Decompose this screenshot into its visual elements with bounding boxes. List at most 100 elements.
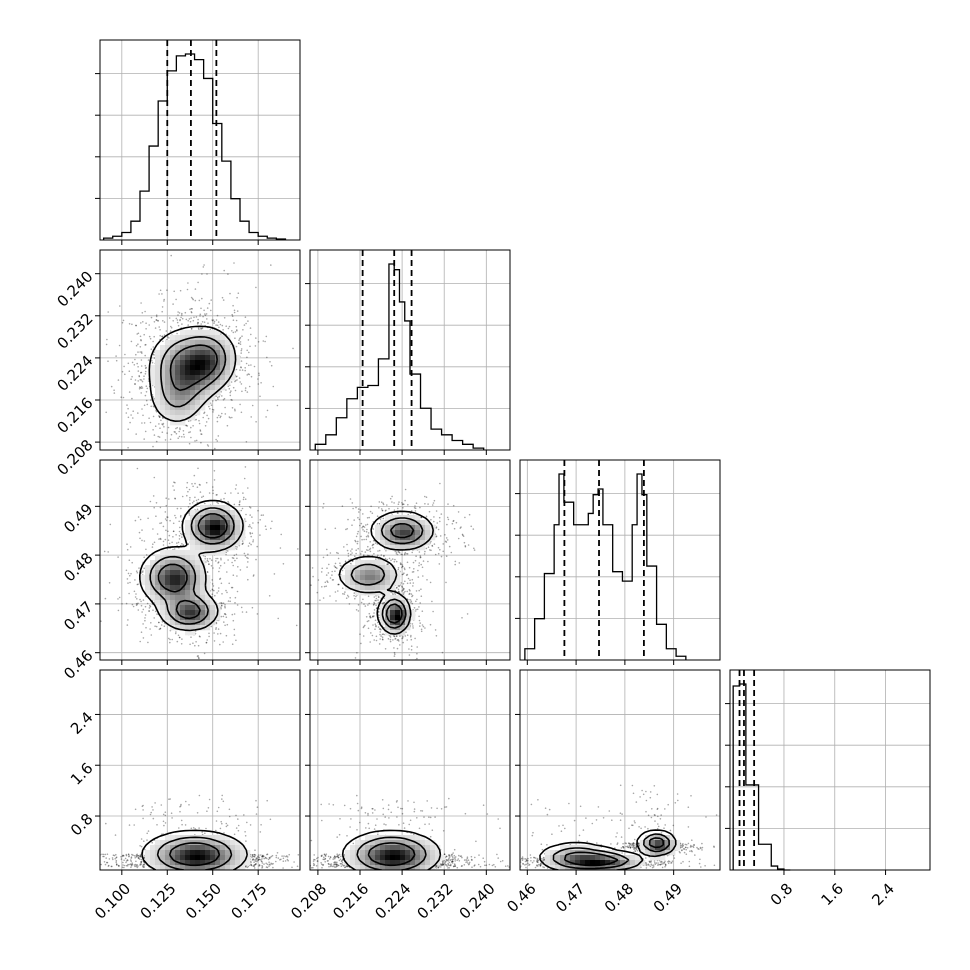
density-cell [175,575,181,581]
sample-point [135,604,138,607]
sample-point [403,567,406,569]
sample-point [470,525,473,528]
sample-point [271,520,273,523]
sample-point [372,543,375,546]
density-cell [185,610,191,616]
sample-point [152,495,155,497]
sample-point [412,627,414,629]
density-cell [190,585,196,591]
sample-point [191,308,193,310]
density-cell [390,575,396,581]
sample-point [382,602,385,604]
sample-point [131,561,133,564]
density-cell [205,525,211,531]
sample-point [235,325,238,328]
density-cell [215,345,221,351]
density-cell [165,590,171,596]
density-cell [210,340,216,346]
density-cell [185,580,191,586]
sample-point [213,322,215,325]
sample-point [306,604,308,606]
density-cell [200,400,206,406]
density-cell [395,575,401,581]
sample-point [234,337,236,340]
sample-point [363,603,365,605]
sample-point [141,245,143,247]
sample-point [380,554,383,556]
sample-point [439,548,441,551]
sample-point [168,498,170,500]
sample-point [218,570,220,573]
sample-point [151,360,153,362]
sample-point [238,501,241,504]
sample-point [230,390,232,392]
sample-point [410,645,413,647]
density-cell [195,395,201,401]
sample-point [78,550,80,552]
sample-point [394,653,396,655]
density-cell [210,360,216,366]
sample-point [188,318,191,320]
sample-point [394,637,397,640]
sample-point [152,429,154,431]
sample-point [253,365,256,368]
density-cell [360,575,366,581]
density-cell [425,525,431,531]
sample-point [187,319,189,322]
sample-point [434,629,437,631]
density-cell [200,330,206,336]
sample-point [135,324,137,327]
density-cell [220,335,226,341]
sample-point [445,555,448,557]
sample-point [221,324,224,327]
density-cell [210,395,216,401]
density-cell [180,340,186,346]
density-cell [225,355,231,361]
sample-point [197,656,200,659]
density-cell [355,575,361,581]
sample-point [329,552,332,554]
density-cell [180,330,186,336]
density-cell [395,530,401,536]
density-cell [190,405,196,411]
sample-point [153,335,155,338]
sample-point [233,628,236,631]
sample-point [139,598,141,601]
sample-point [427,560,429,563]
density-cell [165,375,171,381]
sample-point [232,564,234,567]
sample-point [152,543,154,545]
sample-point [346,549,349,552]
sample-point [168,337,170,339]
sample-point [165,504,168,507]
sample-point [227,500,229,503]
sample-point [219,578,221,580]
sample-point [194,299,197,302]
sample-point [181,314,183,316]
density-cell [185,595,191,601]
sample-point [189,496,191,499]
sample-point [208,563,210,565]
sample-point [373,639,376,641]
sample-point [383,667,385,669]
density-cell [225,515,231,521]
density-cell [215,360,221,366]
sample-point [145,328,147,330]
density-cell [175,405,181,411]
sample-point [246,391,249,393]
sample-point [362,525,365,528]
sample-point [163,426,165,428]
sample-point [169,438,172,441]
sample-point [344,591,346,593]
sample-point [218,453,220,455]
density-cell [355,585,361,591]
sample-point [208,563,210,566]
sample-point [372,615,374,618]
sample-point [164,511,167,513]
sample-point [152,346,155,348]
sample-point [91,539,93,541]
sample-point [206,273,208,275]
sample-point [159,522,161,525]
sample-point [340,565,343,567]
sample-point [363,538,365,541]
